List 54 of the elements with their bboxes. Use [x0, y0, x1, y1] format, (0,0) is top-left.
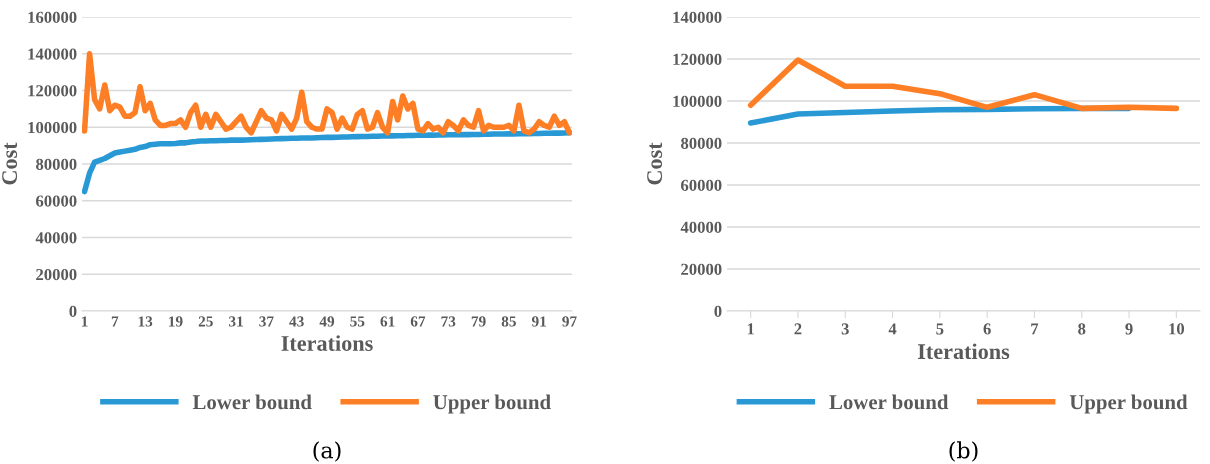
x-tick-label: 8: [1078, 323, 1086, 335]
x-tick-label: 73: [441, 316, 456, 327]
y-tick-label: 60000: [36, 195, 77, 207]
y-tick-label: 80000: [36, 158, 77, 170]
y-tick-label: 20000: [681, 263, 722, 275]
x-tick-label: 5: [936, 323, 944, 335]
x-axis-title: Iterations: [281, 335, 373, 351]
x-tick-label: 19: [169, 316, 183, 327]
x-tick-label: 67: [410, 316, 426, 327]
y-tick-label: 40000: [35, 232, 77, 244]
x-tick-label: 13: [138, 316, 153, 327]
y-tick-label: 100000: [673, 95, 722, 107]
text: (a): [313, 441, 341, 462]
y-tick-label: 0: [69, 305, 77, 317]
y-axis-title: Cost: [2, 142, 18, 185]
y-tick-label: 120000: [28, 85, 77, 97]
legend-label: Upper bound: [1069, 394, 1188, 414]
x-tick-label: 43: [289, 316, 304, 327]
x-tick-label: 6: [983, 323, 991, 335]
legend-label: Lower bound: [829, 394, 949, 410]
y-tick-label: 60000: [681, 179, 722, 191]
x-tick-label: 61: [380, 316, 395, 327]
y-axis-title: Cost: [647, 142, 663, 185]
y-tick-label: 0: [714, 305, 722, 317]
y-tick-label: 120000: [673, 53, 722, 65]
x-tick-label: 3: [841, 323, 849, 335]
y-tick-label: 100000: [28, 121, 77, 134]
x-tick-label: 7: [1031, 323, 1039, 335]
x-tick-label: 2: [794, 323, 802, 335]
x-tick-label: 91: [531, 316, 547, 327]
x-tick-label: 31: [229, 316, 243, 327]
x-tick-label: 97: [562, 316, 577, 327]
y-tick-label: 140000: [673, 11, 722, 23]
x-tick-label: 55: [350, 316, 365, 327]
x-axis-title: Iterations: [917, 343, 1010, 360]
x-tick-label: 4: [888, 323, 897, 335]
y-tick-label: 80000: [681, 137, 722, 149]
legend-label: Lower bound: [192, 394, 312, 410]
x-tick-label: 49: [319, 316, 335, 327]
x-tick-label: 1: [747, 323, 754, 335]
x-tick-label: 37: [259, 316, 274, 327]
y-tick-label: 140000: [28, 48, 77, 60]
x-tick-label: 10: [1169, 323, 1185, 335]
x-tick-label: 79: [471, 316, 486, 327]
y-tick-label: 160000: [28, 11, 77, 23]
x-tick-label: 7: [111, 316, 119, 327]
x-tick-label: 85: [501, 316, 516, 327]
text: (b): [949, 441, 978, 462]
y-tick-label: 20000: [36, 268, 77, 281]
x-tick-label: 9: [1125, 323, 1133, 335]
y-tick-label: 40000: [680, 221, 722, 233]
x-tick-label: 1: [81, 316, 88, 327]
legend-label: Upper bound: [433, 394, 551, 414]
x-tick-label: 25: [198, 316, 213, 327]
